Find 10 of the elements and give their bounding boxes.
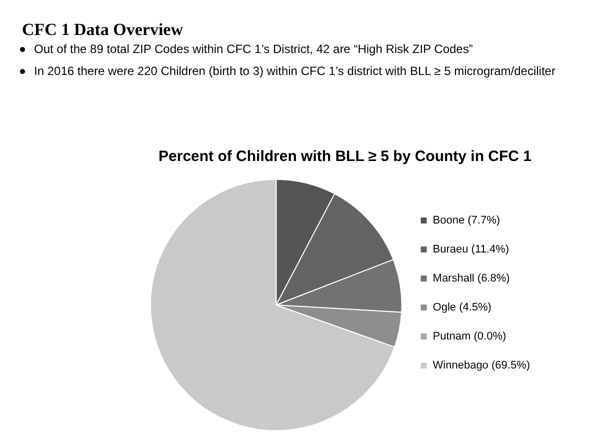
legend-label: Winnebago (69.5%) bbox=[432, 360, 530, 372]
legend-label: Buraeu (11.4%) bbox=[432, 244, 510, 256]
legend-label: Putnam (0.0%) bbox=[432, 330, 506, 343]
legend-label: Boone (7.7%) bbox=[432, 214, 500, 227]
chart-title: Percent of Children with BLL ≥ 5 by County in CFC 1 bbox=[158, 148, 532, 166]
text: In 2016 there were 220 Children (birth to 3) within CFC 1’s district with BLL ≥ 5 microgram/deciliter bbox=[34, 64, 556, 78]
text: Out of the 89 total ZIP Codes within CFC 1’s District, 42 are “High Risk ZIP Codes” bbox=[34, 42, 473, 56]
legend-label: Ogle (4.5%) bbox=[432, 302, 492, 314]
legend-label: Marshall (6.8%) bbox=[432, 272, 510, 285]
text: CFC 1 Data Overview bbox=[22, 20, 183, 40]
